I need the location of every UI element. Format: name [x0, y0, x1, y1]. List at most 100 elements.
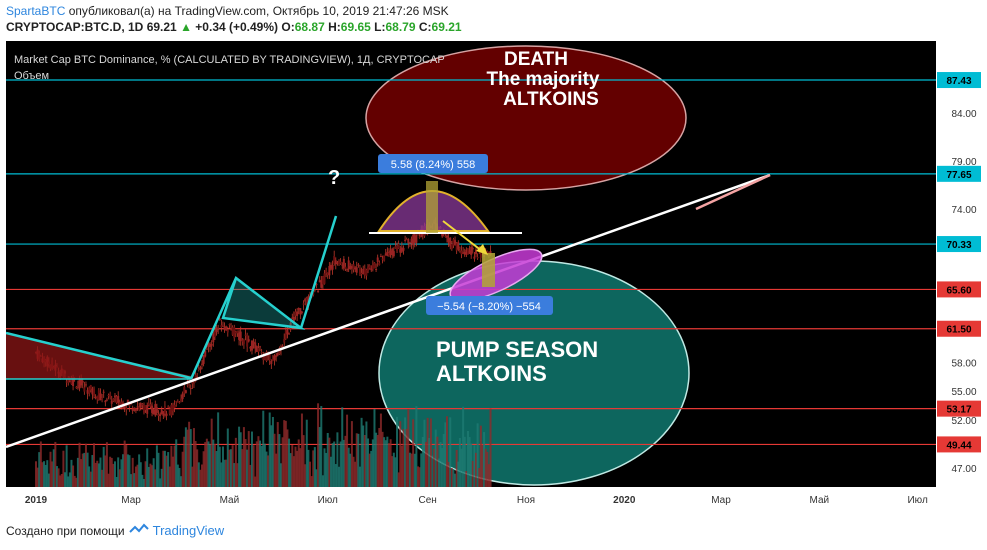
- author-link[interactable]: SpartaBTC: [6, 4, 66, 18]
- volume-bar: [244, 439, 247, 487]
- candle-body: [86, 390, 89, 394]
- trendline-extension[interactable]: [695, 173, 771, 211]
- candle-body: [412, 234, 415, 246]
- candle-body: [323, 273, 326, 284]
- descending-triangle-upper[interactable]: [6, 331, 192, 380]
- candle-body: [238, 332, 241, 340]
- volume-bar: [212, 439, 215, 487]
- candle-body: [68, 380, 71, 382]
- volume-bar: [144, 461, 147, 487]
- candle-body: [471, 247, 474, 250]
- volume-bar: [325, 452, 328, 487]
- volume-bar: [355, 433, 358, 487]
- chart-area[interactable]: 5.58 (8.24%) 558 −5.54 (−8.20%) −554 Mar…: [6, 41, 982, 511]
- volume-bar: [255, 441, 258, 487]
- time-axis[interactable]: 2019 Мар Май Июл Сен Ноя 2020 Мар Май Июл: [6, 487, 936, 511]
- volume-bar: [326, 433, 329, 487]
- candle-body: [205, 348, 208, 350]
- candle-body: [466, 248, 469, 255]
- volume-bar: [191, 466, 194, 487]
- volume-bar: [88, 466, 91, 487]
- volume-bar: [421, 437, 424, 487]
- candle-body: [159, 414, 162, 417]
- volume-bar: [257, 436, 260, 487]
- volume-bar: [188, 421, 191, 487]
- candle-body: [167, 406, 170, 408]
- candle-body: [368, 265, 371, 269]
- candle-body: [97, 390, 100, 400]
- volume-bar: [221, 446, 224, 487]
- candle-body: [473, 256, 476, 259]
- candle-body: [378, 262, 381, 266]
- volume-bar: [201, 464, 204, 487]
- candle-body: [302, 303, 305, 305]
- candle-body: [241, 340, 244, 342]
- volume-bar: [157, 452, 160, 487]
- x-tick-label: Мар: [121, 495, 141, 506]
- candle-body: [352, 264, 355, 270]
- candle-body: [339, 261, 342, 264]
- candle-body: [392, 251, 395, 257]
- y-tick-label: 55.00: [951, 387, 976, 398]
- volume-bar: [476, 423, 479, 487]
- volume-bar: [304, 464, 307, 487]
- volume-bar: [89, 471, 92, 487]
- y-tick-label: 52.00: [951, 416, 976, 427]
- candle-body: [78, 379, 81, 389]
- volume-bar: [279, 463, 282, 487]
- level-badge-label: 87.43: [946, 76, 971, 87]
- volume-bar: [321, 475, 324, 487]
- candle-body: [155, 407, 158, 413]
- volume-bar: [180, 476, 183, 487]
- chart-svg[interactable]: 5.58 (8.24%) 558 −5.54 (−8.20%) −554 Mar…: [6, 41, 982, 511]
- candle-body: [304, 298, 307, 302]
- volume-bar: [381, 431, 384, 487]
- volume-bar: [362, 425, 365, 487]
- volume-bar: [317, 403, 320, 487]
- candle-body: [184, 390, 187, 393]
- candle-body: [447, 238, 450, 243]
- volume-bar: [392, 452, 395, 487]
- volume-bar: [80, 459, 83, 487]
- candle-body: [318, 280, 321, 283]
- candle-body: [355, 267, 358, 273]
- candle-body: [117, 395, 120, 404]
- volume-bar: [205, 438, 208, 487]
- candle-body: [204, 350, 207, 357]
- volume-bar: [246, 449, 249, 487]
- tradingview-link[interactable]: TradingView: [152, 523, 225, 538]
- volume-bar: [234, 437, 237, 487]
- volume-bar: [138, 454, 141, 487]
- support-trendline[interactable]: [6, 173, 771, 449]
- candle-body: [257, 348, 260, 353]
- candle-body: [379, 256, 382, 258]
- price-axis[interactable]: 47.00 52.00 55.00 58.00 74.00 79.00 84.00 87.43…: [937, 72, 981, 475]
- volume-bar: [462, 406, 465, 487]
- volume-bar: [97, 463, 100, 487]
- volume-bar: [428, 438, 431, 487]
- x-tick-label: Июл: [318, 495, 338, 506]
- candle-body: [315, 283, 318, 285]
- candle-body: [109, 393, 112, 398]
- breakout-line[interactable]: [299, 215, 338, 329]
- volume-bar: [93, 443, 96, 487]
- volume-bar: [170, 445, 173, 487]
- volume-bar: [394, 457, 397, 487]
- candle-body: [165, 413, 168, 416]
- volume-bar: [483, 432, 486, 487]
- price-scale-background: [936, 41, 982, 511]
- candle-body: [197, 369, 200, 371]
- volume-bar: [446, 416, 449, 487]
- volume-bar: [228, 449, 231, 487]
- volume-bar: [84, 443, 87, 487]
- volume-bar: [239, 432, 242, 487]
- candle-body: [226, 329, 229, 333]
- candle-body: [201, 363, 204, 365]
- candle-body: [189, 388, 192, 390]
- candle-body: [476, 256, 479, 259]
- volume-bar: [36, 467, 39, 487]
- candle-body: [146, 404, 149, 414]
- level-badge-label: 77.65: [946, 170, 971, 181]
- volume-bar: [94, 462, 97, 487]
- candle-body: [479, 253, 482, 258]
